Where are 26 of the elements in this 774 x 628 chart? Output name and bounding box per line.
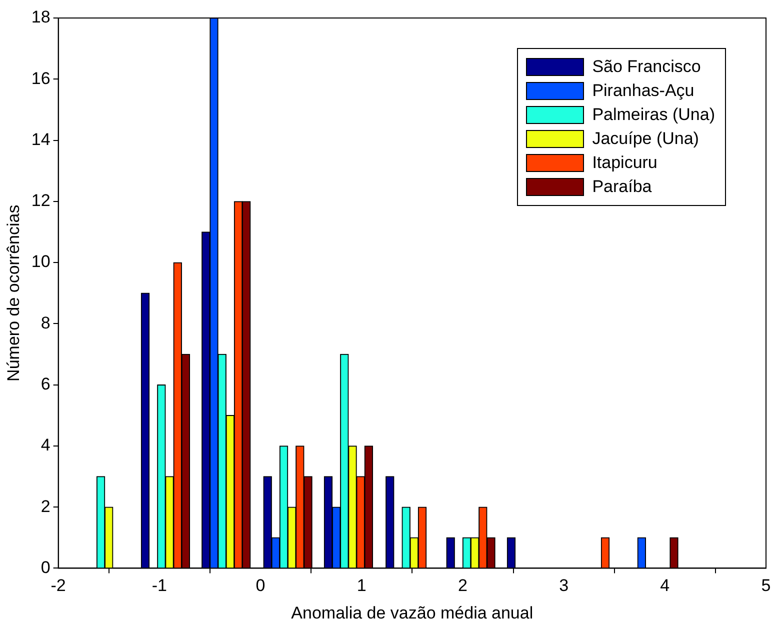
y-tick-label: 4 bbox=[40, 436, 50, 455]
x-tick-label: -1 bbox=[152, 576, 167, 596]
legend-label: São Francisco bbox=[592, 57, 701, 77]
y-tick-label: 16 bbox=[31, 68, 50, 88]
x-tick-label: 3 bbox=[559, 576, 569, 596]
y-tick-label: 8 bbox=[40, 313, 50, 332]
legend-label: Jacuípe (Una) bbox=[592, 129, 699, 149]
y-tick-label: 10 bbox=[31, 252, 50, 272]
y-tick-label: 2 bbox=[40, 496, 50, 516]
legend-label: Itapicuru bbox=[592, 153, 658, 173]
x-tick-label: 4 bbox=[660, 576, 670, 596]
y-tick-label: 0 bbox=[40, 558, 50, 577]
x-tick-label: -2 bbox=[50, 576, 66, 596]
legend-label: Palmeiras (Una) bbox=[592, 105, 715, 125]
y-axis-title: Número de ocorrências bbox=[4, 204, 23, 382]
x-tick-label: 1 bbox=[356, 576, 366, 596]
y-tick-label: 6 bbox=[40, 374, 50, 394]
legend-label: Paraíba bbox=[592, 177, 652, 197]
x-tick-label: 2 bbox=[458, 576, 468, 596]
x-axis-title: Anomalia de vazão média anual bbox=[291, 603, 534, 622]
y-tick-label: 18 bbox=[31, 8, 50, 27]
legend-label: Piranhas-Açu bbox=[592, 81, 694, 101]
y-tick-label: 12 bbox=[31, 191, 50, 210]
y-tick-label: 14 bbox=[31, 130, 50, 149]
x-tick-label: 0 bbox=[256, 576, 266, 596]
x-tick-label: 5 bbox=[761, 576, 771, 596]
